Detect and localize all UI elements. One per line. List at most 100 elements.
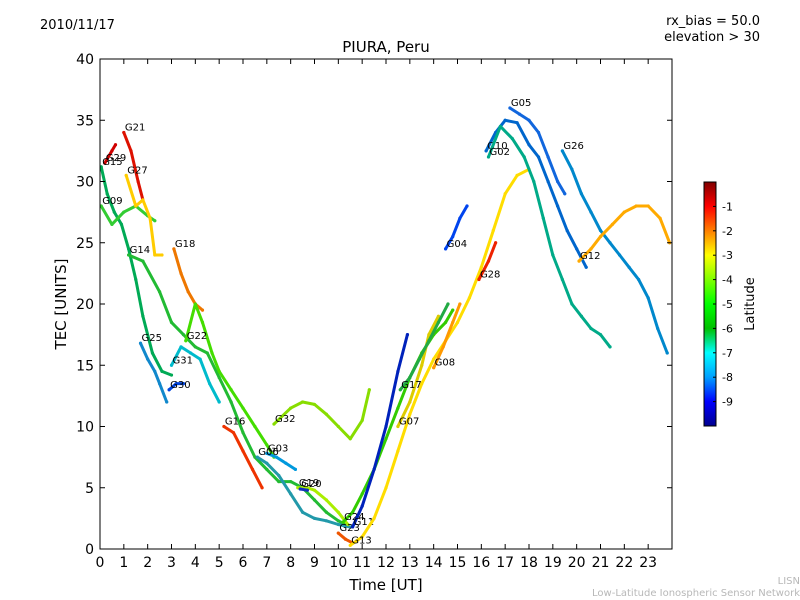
series-label: G07 xyxy=(399,417,419,428)
series-line xyxy=(184,302,276,459)
data-point xyxy=(556,204,560,208)
data-point xyxy=(608,345,612,349)
data-point xyxy=(541,216,545,220)
series-line xyxy=(341,308,455,524)
data-point xyxy=(186,290,190,294)
data-point xyxy=(637,277,641,282)
data-point xyxy=(458,302,462,306)
data-point xyxy=(486,259,491,263)
data-point xyxy=(119,222,124,226)
data-point xyxy=(141,259,145,263)
series-g02: G02 xyxy=(486,124,612,349)
data-point xyxy=(122,210,126,214)
data-point xyxy=(289,492,293,496)
x-tick-label: 20 xyxy=(568,555,586,571)
data-point xyxy=(153,253,157,257)
data-point xyxy=(556,179,560,184)
data-point xyxy=(181,382,186,386)
data-point xyxy=(372,516,376,520)
y-tick-label: 40 xyxy=(76,52,94,68)
data-point xyxy=(479,265,483,269)
data-point xyxy=(598,235,603,239)
data-point xyxy=(498,124,502,128)
data-point xyxy=(336,424,340,429)
data-point xyxy=(563,192,567,196)
data-point xyxy=(336,522,340,527)
data-point xyxy=(360,535,364,539)
colorbar-label: Latitude xyxy=(743,277,758,331)
data-point xyxy=(417,357,421,361)
series-line xyxy=(444,204,469,251)
data-point xyxy=(169,373,174,377)
series-line xyxy=(348,167,531,547)
series-g20: G20 xyxy=(298,479,322,492)
series-g04: G04 xyxy=(443,204,469,251)
data-point xyxy=(146,357,150,361)
data-point xyxy=(656,326,660,331)
x-tick-label: 11 xyxy=(353,555,371,571)
data-point xyxy=(277,480,281,484)
data-point xyxy=(148,216,152,220)
series-label: G17 xyxy=(401,380,421,391)
data-point xyxy=(351,510,355,514)
data-point xyxy=(336,510,340,514)
series-g31: G31 xyxy=(169,345,221,404)
colorbar-tick-label: -4 xyxy=(722,274,733,287)
colorbar: -1 -2 -3 -4 -5 -6 -7 -8 -9 xyxy=(703,181,733,427)
data-point xyxy=(491,228,495,233)
data-point xyxy=(527,143,531,147)
series-line xyxy=(265,451,297,471)
data-point xyxy=(432,357,436,361)
series-label: G26 xyxy=(563,141,583,152)
data-point xyxy=(110,222,114,226)
data-point xyxy=(436,320,441,324)
data-point xyxy=(341,520,345,524)
data-point xyxy=(503,192,507,196)
colorbar-tick-label: -9 xyxy=(722,396,733,409)
data-point xyxy=(105,192,109,196)
colorbar-tick-label: -7 xyxy=(722,347,733,360)
data-point xyxy=(627,265,631,269)
y-tick-label: 25 xyxy=(76,236,94,252)
data-point xyxy=(150,351,155,355)
data-point xyxy=(153,219,157,223)
data-point xyxy=(384,437,388,441)
series-g28: G28 xyxy=(477,241,500,282)
data-point xyxy=(217,369,221,373)
series-label: G14 xyxy=(130,245,150,256)
data-point xyxy=(348,437,352,441)
data-point xyxy=(122,130,126,135)
data-point xyxy=(127,247,131,251)
series-label: G10 xyxy=(487,141,507,152)
series-line xyxy=(351,333,409,529)
data-point xyxy=(217,400,221,404)
data-point xyxy=(508,106,512,110)
data-point xyxy=(188,351,193,355)
data-point xyxy=(384,486,388,490)
series-label: G24 xyxy=(344,512,364,523)
data-point xyxy=(536,130,541,135)
series-line xyxy=(432,302,462,370)
colorbar-tick-label: -3 xyxy=(722,249,733,262)
data-point xyxy=(153,369,157,373)
data-point xyxy=(208,382,212,386)
data-point xyxy=(200,308,205,312)
data-point xyxy=(250,467,255,471)
series-label: G31 xyxy=(173,355,193,366)
data-point xyxy=(265,451,269,456)
data-point xyxy=(241,406,245,410)
series-label: G03 xyxy=(268,443,288,454)
series-label: G18 xyxy=(175,239,195,250)
data-point xyxy=(351,525,355,529)
series-label: G04 xyxy=(447,239,467,250)
data-point xyxy=(127,253,131,257)
elevation-label: elevation > 30 xyxy=(664,30,760,45)
data-point xyxy=(293,467,298,471)
data-point xyxy=(193,302,197,306)
data-point xyxy=(427,333,431,337)
data-point xyxy=(484,149,488,153)
data-point xyxy=(443,247,448,251)
series-line xyxy=(122,131,145,202)
data-point xyxy=(551,253,555,257)
